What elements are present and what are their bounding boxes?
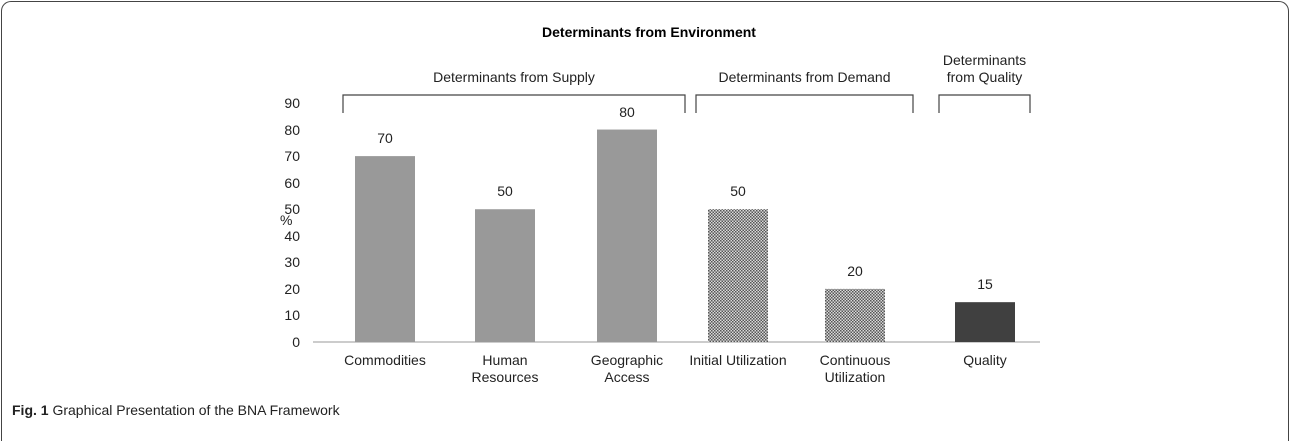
value-label: 20 [847,262,863,279]
y-tick-label: 20 [284,280,300,297]
value-label: 70 [377,130,393,147]
group-bracket [695,94,914,113]
bar [955,302,1015,342]
bar [825,288,885,342]
y-tick-label: 70 [284,148,300,165]
y-tick-label: 10 [284,307,300,324]
x-tick-label: Geographic Access [590,352,664,385]
bar [475,209,535,342]
y-tick-label: 80 [284,121,300,138]
value-label: 15 [977,276,993,293]
caption: Fig. 1 Graphical Presentation of the BNA… [12,402,340,418]
caption-label: Fig. 1 [12,402,49,418]
y-tick-label: 50 [284,201,300,218]
y-tick-label: 40 [284,227,300,244]
y-tick-label: 30 [284,254,300,271]
group-label: Determinants from Quality [942,52,1027,85]
y-tick-label: 60 [284,174,300,191]
bar [597,129,657,342]
group-label: Determinants from Supply [433,69,595,85]
y-axis-label: % [280,212,293,228]
y-tick-label: 90 [284,95,300,111]
y-tick-label: 0 [292,334,300,350]
x-tick-label: Quality [963,352,1007,368]
bar [355,156,415,342]
x-tick-label: Continuous Utilization [819,352,891,385]
group-label: Determinants from Demand [718,69,891,85]
x-tick-label: Commodities [344,352,426,368]
x-tick-label: Initial Utilization [689,352,787,368]
value-label: 50 [730,183,746,200]
value-label: 50 [497,183,513,200]
group-bracket [938,94,1031,113]
caption-text: Graphical Presentation of the BNA Framew… [52,402,340,418]
value-label: 80 [619,103,635,120]
chart-title: Determinants from Environment [542,24,756,40]
group-bracket [342,94,686,113]
bar [708,209,768,342]
x-tick-label: Human Resources [471,352,539,385]
